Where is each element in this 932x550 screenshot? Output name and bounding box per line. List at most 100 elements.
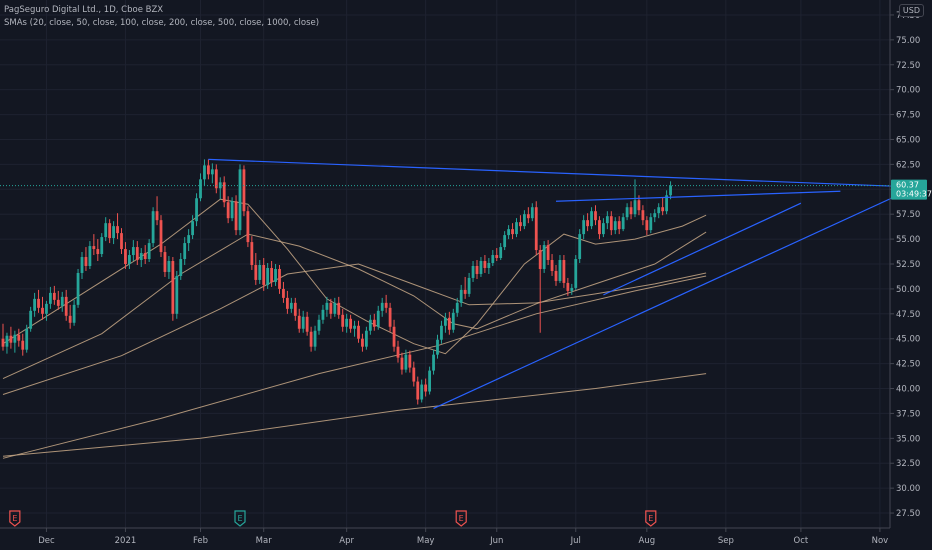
candle-body — [151, 211, 155, 244]
candle-body — [440, 325, 443, 340]
candle — [226, 196, 230, 224]
earnings-marker[interactable]: E — [9, 510, 21, 527]
candle-body — [84, 257, 88, 266]
candle — [325, 296, 329, 317]
candle-body — [665, 195, 668, 212]
candle — [33, 292, 36, 317]
candle-body — [41, 307, 44, 314]
candle-body — [629, 207, 633, 215]
candle-body — [199, 179, 202, 199]
candle — [428, 366, 431, 395]
y-tick-label: 37.50 — [896, 409, 920, 419]
candle — [503, 231, 507, 251]
candle-body — [214, 169, 218, 189]
candle-body — [21, 340, 25, 350]
candle-body — [108, 223, 112, 239]
candle-body — [420, 384, 424, 400]
candle-body — [586, 220, 589, 227]
candle-body — [463, 289, 467, 294]
candle — [570, 283, 574, 295]
candle — [562, 255, 566, 288]
candle — [262, 258, 266, 291]
candle — [258, 260, 262, 284]
candle — [447, 311, 451, 335]
candle — [519, 215, 522, 232]
candle-body — [187, 235, 191, 244]
candle — [199, 173, 202, 202]
candle — [321, 304, 325, 324]
candle-body — [396, 346, 400, 358]
candle — [1, 323, 5, 351]
candle — [143, 245, 147, 264]
trendlines — [208, 158, 896, 409]
x-tick-label: 2021 — [115, 536, 137, 546]
currency-label[interactable]: USD — [898, 4, 924, 17]
candle — [131, 240, 135, 262]
candle-body — [218, 182, 222, 189]
candle-body — [594, 211, 597, 221]
candle-body — [325, 302, 329, 310]
candle — [495, 248, 499, 262]
earnings-marker[interactable]: E — [234, 510, 246, 527]
candle-body — [139, 253, 143, 261]
y-tick-label: 70.00 — [896, 86, 920, 96]
y-tick-label: 75.00 — [896, 36, 920, 46]
candle — [586, 213, 589, 232]
candle — [297, 308, 301, 333]
candle — [574, 255, 578, 290]
earnings-marker[interactable]: E — [645, 510, 657, 527]
candle — [669, 181, 672, 200]
earnings-marker[interactable]: E — [455, 510, 467, 527]
candle-body — [226, 202, 230, 219]
price-badge-bg — [891, 179, 927, 200]
candle — [653, 209, 657, 223]
candle — [582, 215, 586, 240]
candle — [293, 297, 297, 321]
candle-body — [661, 207, 665, 212]
candle — [155, 196, 159, 226]
candle-body — [29, 310, 33, 329]
candle — [388, 302, 392, 332]
candle — [108, 219, 112, 244]
candle-body — [365, 330, 368, 347]
earnings-label: E — [237, 514, 242, 523]
candle — [116, 213, 119, 240]
candle-body — [246, 211, 250, 243]
candle-body — [56, 299, 60, 306]
y-tick-label: 30.00 — [896, 484, 920, 494]
candle-body — [278, 268, 281, 289]
candle — [242, 165, 246, 217]
time-axis[interactable]: Dec 2021 Feb Mar Apr May Jun Jul Aug Sep Oct Nov — [0, 527, 890, 546]
candle-body — [297, 315, 301, 329]
candle-body — [507, 229, 510, 236]
candle — [191, 215, 194, 240]
earnings-icon — [234, 510, 246, 527]
candle-body — [436, 339, 439, 355]
sma-line-4 — [2, 373, 707, 457]
candle-body — [503, 235, 507, 248]
y-tick-label: 72.50 — [896, 61, 920, 71]
candle-body — [444, 317, 447, 326]
candle-body — [495, 255, 499, 259]
candle-body — [637, 200, 641, 211]
candle-body — [550, 260, 554, 271]
y-tick-label: 35.00 — [896, 434, 920, 444]
candle-body — [25, 328, 29, 350]
candle — [515, 218, 518, 238]
candle — [467, 272, 471, 297]
candle-body — [621, 217, 625, 230]
candle — [41, 296, 44, 320]
candle-body — [234, 201, 238, 231]
candle — [289, 297, 293, 313]
candle-body — [104, 223, 108, 238]
candle-body — [100, 237, 104, 255]
candle — [45, 300, 48, 321]
candle — [167, 256, 171, 279]
candle — [187, 229, 191, 252]
candle-body — [49, 292, 52, 304]
candle-body — [301, 316, 305, 329]
candle — [183, 237, 187, 265]
price-axis[interactable]: 77.5075.0072.5070.0067.5065.0062.5060.00… — [889, 0, 920, 528]
